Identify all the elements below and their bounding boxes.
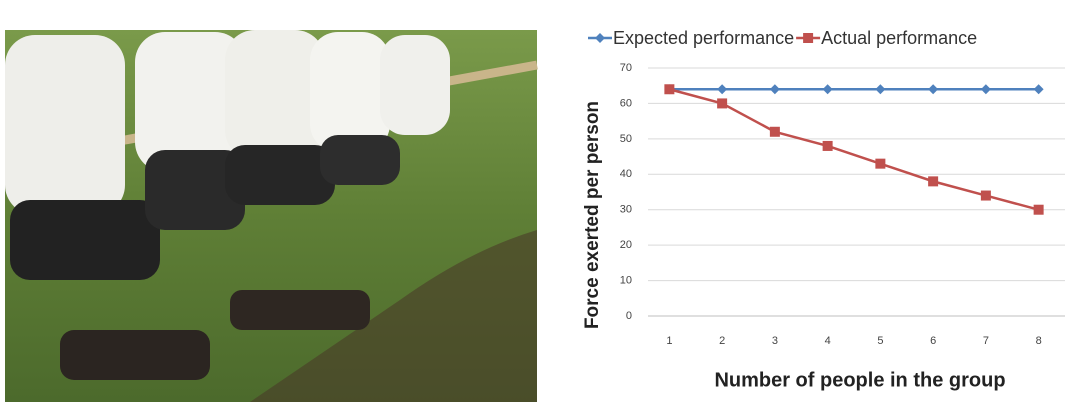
point: [928, 176, 939, 187]
point: [1033, 84, 1044, 95]
person: [380, 35, 450, 135]
x-tick-label: 5: [877, 335, 883, 347]
legend-label: Actual performance: [821, 28, 977, 48]
y-tick-label: 70: [620, 62, 632, 74]
point: [980, 84, 991, 95]
point: [875, 158, 886, 169]
point: [595, 33, 605, 43]
x-axis-label: Number of people in the group: [714, 369, 1005, 391]
point: [717, 84, 728, 95]
point: [875, 84, 886, 95]
point: [980, 190, 991, 201]
point: [822, 84, 833, 95]
y-tick-label: 30: [620, 204, 632, 216]
x-tick-label: 1: [666, 335, 672, 347]
x-tick-label: 4: [825, 335, 831, 347]
y-tick-label: 60: [620, 97, 632, 109]
point: [928, 84, 939, 95]
point: [769, 126, 780, 137]
legend-label: Expected performance: [613, 28, 794, 48]
x-tick-label: 7: [983, 335, 989, 347]
person: [225, 30, 325, 160]
person: [5, 35, 125, 215]
dirt: [250, 230, 537, 402]
point: [717, 98, 728, 109]
y-tick-label: 10: [620, 274, 632, 286]
shorts: [145, 150, 245, 230]
boots: [60, 330, 210, 380]
boots: [230, 290, 370, 330]
chart-panel: [553, 0, 1074, 402]
y-tick-label: 0: [626, 310, 632, 322]
person: [135, 32, 245, 172]
y-tick-label: 50: [620, 133, 632, 145]
point: [803, 33, 814, 43]
shorts: [10, 200, 160, 280]
x-tick-label: 8: [1036, 335, 1042, 347]
point: [664, 84, 675, 95]
x-tick-label: 6: [930, 335, 936, 347]
y-axis-label: Force exerted per person: [582, 101, 603, 329]
shorts: [225, 145, 335, 205]
x-tick-label: 2: [719, 335, 725, 347]
x-tick-label: 3: [772, 335, 778, 347]
point: [769, 84, 780, 95]
point: [822, 140, 833, 151]
shorts: [320, 135, 400, 185]
y-tick-label: 40: [620, 168, 632, 180]
person: [310, 32, 390, 152]
series-line: [669, 88, 1039, 211]
photo: [5, 30, 538, 402]
legend: Expected performance Actual performance: [588, 28, 977, 48]
point: [1033, 204, 1044, 215]
y-tick-label: 20: [620, 239, 632, 251]
